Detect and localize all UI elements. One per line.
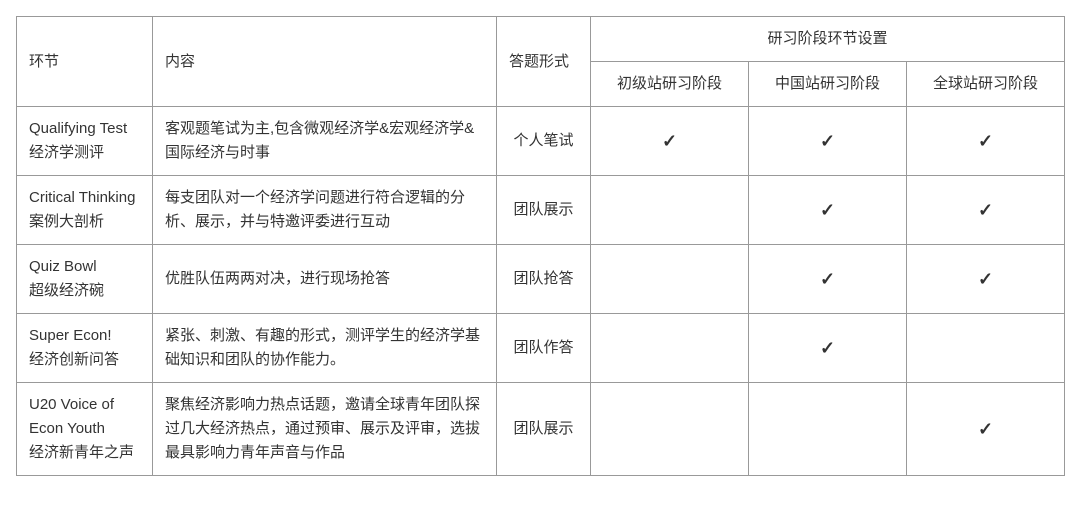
stages-table: 环节 内容 答题形式 研习阶段环节设置 初级站研习阶段 中国站研习阶段 全球站研… xyxy=(16,16,1065,476)
cell-stage: ✓ xyxy=(907,383,1065,476)
col-header-stage-china: 中国站研习阶段 xyxy=(749,62,907,107)
col-header-stages-group: 研习阶段环节设置 xyxy=(591,17,1065,62)
check-icon: ✓ xyxy=(820,338,835,358)
cell-stage: ✓ xyxy=(749,176,907,245)
cell-format: 团队作答 xyxy=(497,314,591,383)
cell-stage xyxy=(591,383,749,476)
cell-stage xyxy=(591,314,749,383)
cell-format: 团队抢答 xyxy=(497,245,591,314)
segment-en: U20 Voice of Econ Youth xyxy=(29,393,140,441)
table-row: Critical Thinking案例大剖析每支团队对一个经济学问题进行符合逻辑… xyxy=(17,176,1065,245)
check-icon: ✓ xyxy=(820,131,835,151)
col-header-segment: 环节 xyxy=(17,17,153,107)
segment-en: Qualifying Test xyxy=(29,117,140,141)
cell-segment: Qualifying Test经济学测评 xyxy=(17,107,153,176)
segment-en: Critical Thinking xyxy=(29,186,140,210)
cell-content: 聚焦经济影响力热点话题，邀请全球青年团队探过几大经济热点，通过预审、展示及评审，… xyxy=(153,383,497,476)
cell-stage xyxy=(591,245,749,314)
stages-table-container: 环节 内容 答题形式 研习阶段环节设置 初级站研习阶段 中国站研习阶段 全球站研… xyxy=(16,16,1064,476)
col-header-format: 答题形式 xyxy=(497,17,591,107)
cell-format: 团队展示 xyxy=(497,176,591,245)
cell-stage: ✓ xyxy=(907,245,1065,314)
check-icon: ✓ xyxy=(978,419,993,439)
cell-content: 优胜队伍两两对决，进行现场抢答 xyxy=(153,245,497,314)
cell-segment: U20 Voice of Econ Youth经济新青年之声 xyxy=(17,383,153,476)
cell-stage: ✓ xyxy=(907,176,1065,245)
cell-segment: Quiz Bowl超级经济碗 xyxy=(17,245,153,314)
check-icon: ✓ xyxy=(820,269,835,289)
check-icon: ✓ xyxy=(662,131,677,151)
cell-content: 客观题笔试为主,包含微观经济学&宏观经济学&国际经济与时事 xyxy=(153,107,497,176)
cell-stage: ✓ xyxy=(907,107,1065,176)
segment-zh: 经济新青年之声 xyxy=(29,441,140,465)
table-row: Quiz Bowl超级经济碗优胜队伍两两对决，进行现场抢答团队抢答 ✓ ✓ xyxy=(17,245,1065,314)
cell-segment: Critical Thinking案例大剖析 xyxy=(17,176,153,245)
cell-stage: ✓ xyxy=(749,245,907,314)
table-row: Super Econ!经济创新问答紧张、刺激、有趣的形式，测评学生的经济学基础知… xyxy=(17,314,1065,383)
table-row: Qualifying Test经济学测评客观题笔试为主,包含微观经济学&宏观经济… xyxy=(17,107,1065,176)
cell-segment: Super Econ!经济创新问答 xyxy=(17,314,153,383)
cell-format: 个人笔试 xyxy=(497,107,591,176)
cell-content: 每支团队对一个经济学问题进行符合逻辑的分析、展示，并与特邀评委进行互动 xyxy=(153,176,497,245)
segment-zh: 经济创新问答 xyxy=(29,348,140,372)
segment-en: Super Econ! xyxy=(29,324,140,348)
cell-content: 紧张、刺激、有趣的形式，测评学生的经济学基础知识和团队的协作能力。 xyxy=(153,314,497,383)
check-icon: ✓ xyxy=(820,200,835,220)
cell-stage xyxy=(591,176,749,245)
table-row: U20 Voice of Econ Youth经济新青年之声聚焦经济影响力热点话… xyxy=(17,383,1065,476)
col-header-stage-beginner: 初级站研习阶段 xyxy=(591,62,749,107)
cell-format: 团队展示 xyxy=(497,383,591,476)
segment-zh: 案例大剖析 xyxy=(29,210,140,234)
col-header-stage-global: 全球站研习阶段 xyxy=(907,62,1065,107)
check-icon: ✓ xyxy=(978,131,993,151)
cell-stage: ✓ xyxy=(749,314,907,383)
segment-zh: 超级经济碗 xyxy=(29,279,140,303)
table-body: Qualifying Test经济学测评客观题笔试为主,包含微观经济学&宏观经济… xyxy=(17,107,1065,476)
col-header-content: 内容 xyxy=(153,17,497,107)
check-icon: ✓ xyxy=(978,269,993,289)
cell-stage: ✓ xyxy=(591,107,749,176)
cell-stage xyxy=(749,383,907,476)
segment-en: Quiz Bowl xyxy=(29,255,140,279)
segment-zh: 经济学测评 xyxy=(29,141,140,165)
cell-stage xyxy=(907,314,1065,383)
cell-stage: ✓ xyxy=(749,107,907,176)
check-icon: ✓ xyxy=(978,200,993,220)
